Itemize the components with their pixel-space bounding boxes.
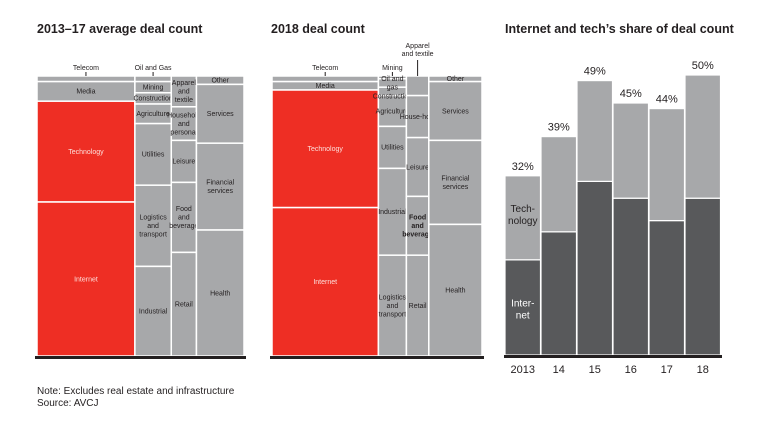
bar-total-label-15: 49% <box>584 66 606 78</box>
chart2-label-media: Media <box>316 83 335 90</box>
chart2-label-health: Health <box>445 287 465 294</box>
bar-technology-17 <box>648 107 686 222</box>
chart2-label-services: Services <box>442 108 469 115</box>
chart1-cell-health <box>195 229 245 357</box>
bar-total-label-18: 50% <box>692 60 714 72</box>
x-tick-label-17: 17 <box>661 364 673 376</box>
bar-technology-16 <box>612 102 650 199</box>
chart1-label-health: Health <box>210 290 230 297</box>
chart1-label-technology: Technology <box>68 149 104 156</box>
chart1-label-household-and-personal: Household and personal <box>167 112 201 136</box>
chart1-cell-services <box>195 83 245 144</box>
note-text: Note: Excludes real estate and infrastru… <box>37 386 235 397</box>
chart1-label-construction: Construction <box>133 96 172 103</box>
chart1-cell-apparel-and-textile <box>170 75 198 108</box>
bar-technology-14 <box>540 136 578 233</box>
chart1-label-industrial: Industrial <box>139 308 168 315</box>
chart2-label-agriculture: Agriculture <box>376 108 410 115</box>
chart2-label-mining: Mining <box>382 65 403 72</box>
bar-internet-2013 <box>504 259 542 356</box>
chart2-cell-technology <box>271 89 380 209</box>
footnote: Note: Excludes real estate and infrastru… <box>37 386 234 410</box>
chart2-label-other: Other <box>447 76 465 83</box>
chart2-label-oil-and-gas: Oil and gas <box>381 76 403 92</box>
x-tick-label-16: 16 <box>625 364 637 376</box>
chart2-label-food-and-beverage: Food and beverage <box>402 215 433 239</box>
chart2-label-construction: Construction <box>373 94 412 101</box>
chart2-label-technology: Technology <box>307 146 343 153</box>
bar-internet-16 <box>612 197 650 356</box>
chart3-title: Internet and tech’s share of deal count <box>505 22 734 36</box>
source-text: Source: AVCJ <box>37 398 99 409</box>
chart1-label-financial-services: Financial services <box>206 180 234 196</box>
chart1-label-other: Other <box>211 77 229 84</box>
chart2-cell-apparel-and-textile <box>405 75 430 97</box>
chart1-cell-oil-and-gas <box>134 75 173 83</box>
chart2-label-retail: Retail <box>409 303 427 310</box>
chart1-label-telecom: Telecom <box>73 65 99 72</box>
chart2-label-industrial: Industrial <box>378 209 407 216</box>
bar-total-label-16: 45% <box>620 88 642 100</box>
chart1-cell-retail <box>170 251 198 357</box>
chart1-label-utilities: Utilities <box>142 152 165 159</box>
chart1-label-leisure: Leisure <box>172 159 195 166</box>
bar-total-label-2013: 32% <box>512 161 534 173</box>
chart2-cell-internet <box>271 206 380 357</box>
chart2-cell-services <box>428 80 483 142</box>
chart2-label-leisure: Leisure <box>406 164 429 171</box>
chart2-label-internet: Internet <box>313 279 337 286</box>
chart2-title: 2018 deal count <box>271 22 365 36</box>
bar-total-label-17: 44% <box>656 94 678 106</box>
chart1-cell-financial-services <box>195 142 245 231</box>
bar-internet-14 <box>540 231 578 356</box>
chart1-label-logistics-and-transport: Logistics and transport <box>139 215 167 239</box>
chart2-label-apparel-and-textile: Apparel and textile <box>402 43 434 58</box>
chart1-label-mining: Mining <box>143 84 164 91</box>
bar-internet-17 <box>648 220 686 356</box>
chart1-title: 2013–17 average deal count <box>37 22 203 36</box>
bar-internet-18 <box>684 197 722 356</box>
chart1-label-media: Media <box>76 89 95 96</box>
chart1-label-retail: Retail <box>175 301 193 308</box>
chart2-cell-logistics-and-transport <box>377 254 408 357</box>
series-label-internet: Inter-net <box>511 298 534 321</box>
chart2-label-house-hold: House-hold <box>400 114 436 121</box>
series-label-technology: Tech-nology <box>508 204 537 227</box>
x-tick-label-14: 14 <box>553 364 565 376</box>
chart2-label-telecom: Telecom <box>312 65 338 72</box>
chart1-label-agriculture: Agriculture <box>136 111 170 118</box>
chart1-cell-telecom <box>36 75 136 83</box>
bar-technology-15 <box>576 79 614 183</box>
bar-total-label-14: 39% <box>548 122 570 134</box>
chart1-label-oil-and-gas: Oil and Gas <box>135 65 172 72</box>
chart1-label-services: Services <box>207 111 234 118</box>
chart1-label-internet: Internet <box>74 276 98 283</box>
chart2-label-financial-services: Financial services <box>441 175 469 191</box>
x-tick-label-18: 18 <box>697 364 709 376</box>
chart1-label-food-and-beverage: Food and beverage <box>169 206 198 230</box>
chart1-cell-leisure <box>170 139 198 184</box>
chart1-label-apparel-and-textile: Apparel and textile <box>172 80 197 104</box>
bar-technology-18 <box>684 74 722 199</box>
chart2-label-logistics-and-transport: Logistics and transport <box>379 294 407 318</box>
chart2-cell-telecom <box>271 75 380 83</box>
bar-technology-2013 <box>504 175 542 261</box>
x-tick-label-2013: 2013 <box>511 364 535 376</box>
x-tick-label-15: 15 <box>589 364 601 376</box>
bar-internet-15 <box>576 180 614 356</box>
chart2-label-utilities: Utilities <box>381 145 404 152</box>
chart1-cell-utilities <box>134 122 173 186</box>
